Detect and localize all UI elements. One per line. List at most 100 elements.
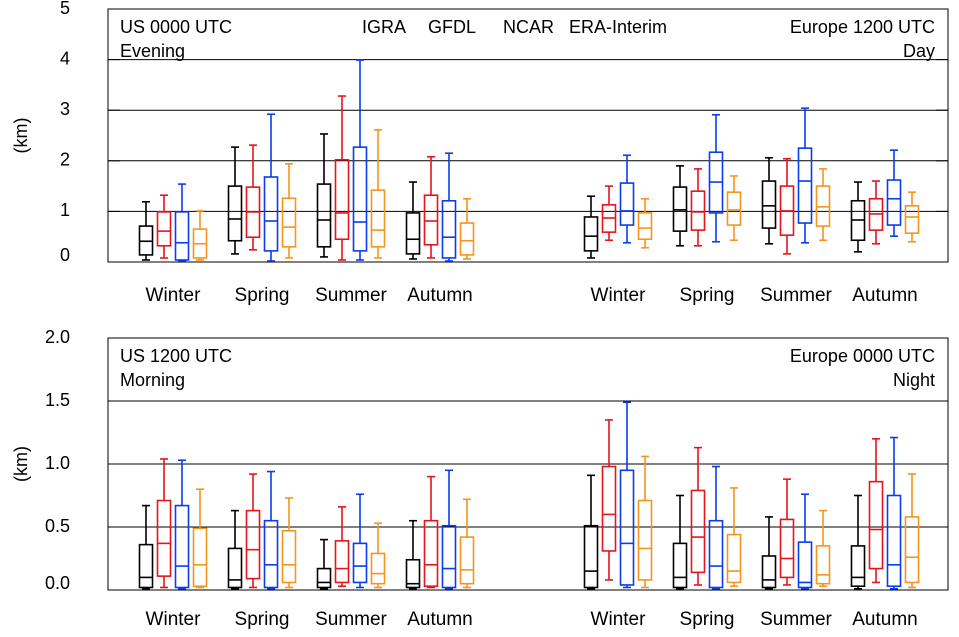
box-plot — [352, 59, 368, 261]
box-plot — [708, 113, 724, 243]
box — [281, 197, 297, 248]
box-plot — [245, 473, 261, 589]
legend-entry: IGRA — [362, 17, 406, 37]
box — [316, 183, 332, 248]
annotation: US 1200 UTC — [120, 346, 232, 366]
legend-entry: ERA-Interim — [569, 17, 667, 37]
box-plot — [156, 194, 172, 259]
box-plot — [263, 470, 279, 590]
box-plot — [619, 154, 635, 244]
y-tick-label: 1 — [60, 200, 70, 220]
box — [726, 533, 742, 584]
box — [815, 545, 831, 585]
box — [583, 216, 599, 252]
box-plot — [619, 401, 635, 589]
box — [637, 499, 653, 581]
box — [619, 469, 635, 586]
box-plot — [637, 455, 653, 589]
x-tick-label: Spring — [680, 609, 735, 630]
box — [352, 146, 368, 252]
annotation: Day — [903, 41, 935, 61]
x-tick-label: Autumn — [407, 285, 472, 306]
box — [227, 185, 243, 242]
box-plot — [868, 437, 884, 584]
annotation: Morning — [120, 370, 185, 390]
box-plot — [868, 180, 884, 245]
box-plot — [316, 133, 332, 258]
annotation: Night — [893, 370, 935, 390]
box — [619, 182, 635, 226]
box-plot — [245, 144, 261, 251]
box-plot — [904, 191, 920, 243]
x-tick-label: Winter — [591, 285, 647, 306]
annotation: Europe 1200 UTC — [790, 17, 935, 37]
box — [423, 519, 439, 588]
x-tick-label: Autumn — [852, 609, 917, 630]
box-plot — [263, 113, 279, 262]
box — [441, 524, 457, 589]
box-plot — [423, 475, 439, 589]
box-plot — [601, 419, 617, 581]
box-plot — [138, 504, 154, 590]
box — [138, 543, 154, 589]
box-plot — [441, 469, 457, 590]
box — [708, 519, 724, 589]
x-tick-label: Spring — [235, 285, 290, 306]
x-tick-label: Autumn — [407, 609, 472, 630]
box — [405, 212, 421, 255]
box-plot — [405, 519, 421, 590]
legend-entry: GFDL — [428, 17, 476, 37]
y-tick-label: 0.5 — [45, 516, 70, 536]
x-tick-label: Winter — [591, 609, 647, 630]
box-plot — [815, 168, 831, 242]
box — [174, 504, 190, 589]
box — [192, 527, 208, 588]
y-tick-label: 1.5 — [45, 390, 70, 410]
y-tick-label: 5 — [60, 0, 70, 18]
x-tick-label: Winter — [146, 609, 202, 630]
box — [459, 536, 475, 585]
box-plot — [174, 183, 190, 262]
box — [405, 558, 421, 589]
annotation: Europe 0000 UTC — [790, 346, 935, 366]
box-plot — [761, 156, 777, 245]
box — [334, 540, 350, 584]
box — [672, 542, 688, 589]
y-tick-label: 4 — [60, 48, 70, 68]
box-plot — [281, 497, 297, 589]
y-tick-label: 3 — [60, 99, 70, 119]
x-tick-label: Summer — [760, 609, 832, 630]
box — [583, 524, 599, 589]
box — [797, 541, 813, 589]
box-plot — [156, 458, 172, 589]
y-tick-label: 1.0 — [45, 453, 70, 473]
annotation: Evening — [120, 41, 185, 61]
annotation: US 0000 UTC — [120, 17, 232, 37]
box-plot — [850, 181, 866, 253]
box — [459, 222, 475, 256]
box — [245, 509, 261, 580]
box-plot — [815, 509, 831, 588]
y-tick-label: 2.0 — [45, 327, 70, 347]
box-plot — [352, 493, 368, 589]
box-plot — [227, 509, 243, 590]
box-plot — [459, 498, 475, 589]
box-plot — [726, 487, 742, 588]
x-tick-label: Summer — [315, 609, 387, 630]
box — [726, 191, 742, 226]
box-plot — [370, 129, 386, 259]
plot-frame — [107, 8, 949, 263]
box-plot — [726, 175, 742, 242]
box-plot — [637, 197, 653, 249]
box — [352, 542, 368, 584]
box — [370, 189, 386, 248]
box — [850, 545, 866, 588]
box-plot — [174, 459, 190, 590]
box — [904, 516, 920, 584]
box — [779, 518, 795, 579]
box — [263, 519, 279, 589]
box-plot — [281, 163, 297, 259]
box-plot — [690, 446, 706, 586]
x-tick-label: Winter — [146, 285, 202, 306]
